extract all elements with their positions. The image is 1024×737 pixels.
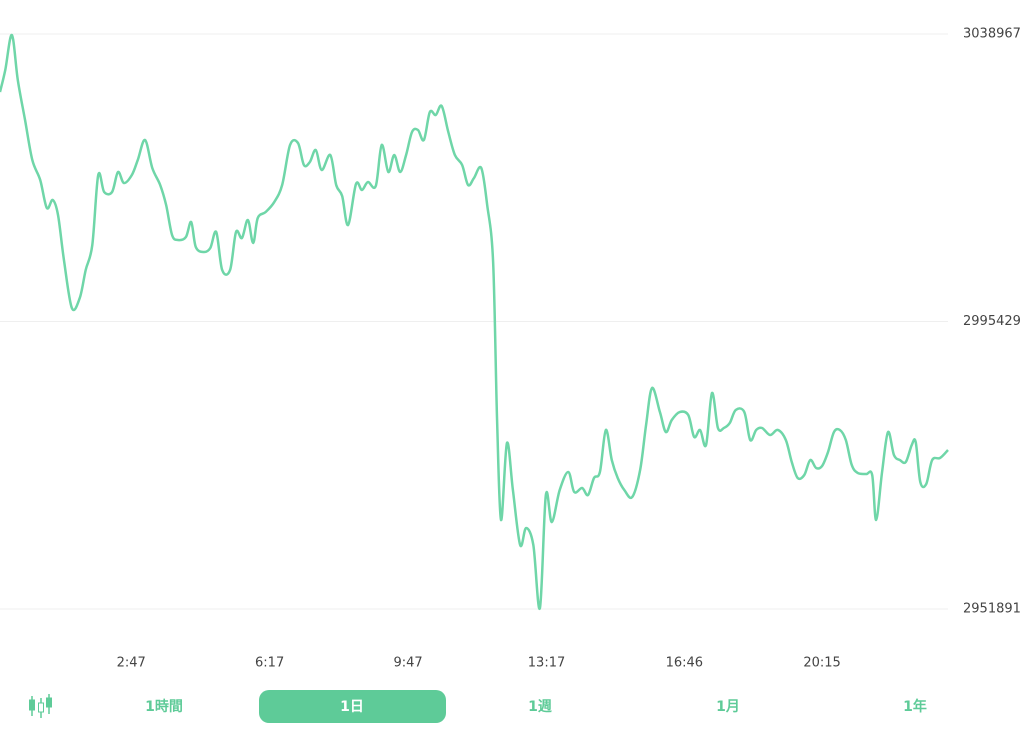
tab[interactable]: 1月 [716, 699, 740, 715]
icon-body [46, 697, 52, 708]
tab[interactable]: 1日 [340, 699, 364, 715]
x-tick-label: 9:47 [393, 656, 422, 671]
x-tick-label: 20:15 [803, 656, 840, 671]
y-tick-label: 2951891 [963, 602, 1021, 617]
tab[interactable]: 1年 [903, 698, 927, 715]
tab[interactable]: 1時間 [145, 698, 183, 715]
icon-body [29, 699, 35, 711]
chart-type-icon[interactable] [29, 694, 52, 718]
x-tick-label: 16:46 [666, 656, 703, 671]
x-tick-label: 13:17 [528, 656, 565, 671]
x-tick-label: 6:17 [255, 656, 284, 671]
y-tick-label: 2995429 [963, 314, 1021, 329]
y-tick-label: 3038967 [963, 27, 1021, 42]
tab[interactable]: 1週 [528, 699, 552, 715]
icon-body [38, 702, 44, 713]
price-line [0, 33, 949, 610]
x-tick-label: 2:47 [117, 656, 146, 671]
selected-tab-background[interactable] [259, 690, 446, 723]
